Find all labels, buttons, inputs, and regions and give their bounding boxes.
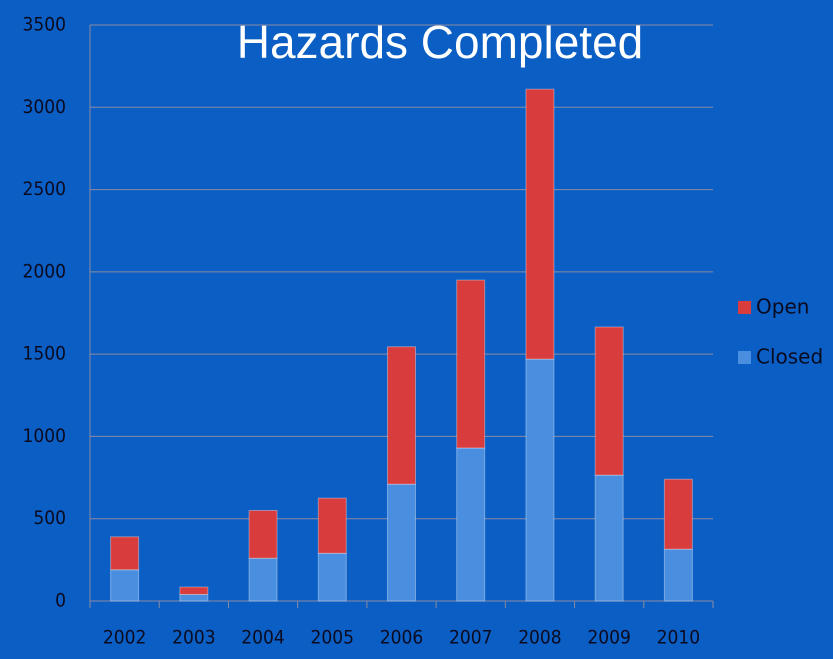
legend-label: Open [756,295,809,319]
bar-segment [387,483,416,602]
x-tick-label: 2003 [172,627,216,649]
bar-segment [110,536,140,571]
x-tick-label: 2009 [587,627,631,649]
x-tick-label: 2004 [241,627,285,649]
x-tick-label: 2006 [380,627,424,649]
y-tick-label: 3500 [23,14,67,36]
y-tick-label: 3000 [23,96,67,118]
bar-segment [387,346,416,485]
bar-segment [110,569,140,602]
y-tick-label: 2500 [23,178,67,200]
bar-segment [525,88,555,360]
bar-segment [248,509,278,559]
x-tick-label: 2010 [657,627,701,649]
chart-title: Hazards Completed [237,16,644,68]
bar-segment [248,557,278,602]
bar-segment [525,358,555,602]
x-tick-label: 2007 [449,627,493,649]
bar-segment [456,279,486,449]
x-tick-label: 2005 [311,627,355,649]
y-tick-label: 1000 [23,425,67,447]
y-tick-label: 0 [55,590,66,612]
y-tick-label: 2000 [23,260,67,282]
bar-segment [663,548,693,602]
bar-segment [594,326,624,476]
legend-swatch [738,351,751,364]
legend-label: Closed [756,345,823,369]
bar-segment [317,497,347,554]
bar-segment [594,474,624,602]
bar-segment [179,586,209,595]
y-tick-label: 500 [33,507,66,529]
bar-segment [456,447,486,602]
x-tick-label: 2008 [518,627,562,649]
x-tick-label: 2002 [103,627,147,649]
bar-segment [179,593,209,602]
y-tick-label: 1500 [23,343,67,365]
bar-segment [663,478,693,550]
bar-segment [317,552,347,602]
legend-swatch [738,301,751,314]
